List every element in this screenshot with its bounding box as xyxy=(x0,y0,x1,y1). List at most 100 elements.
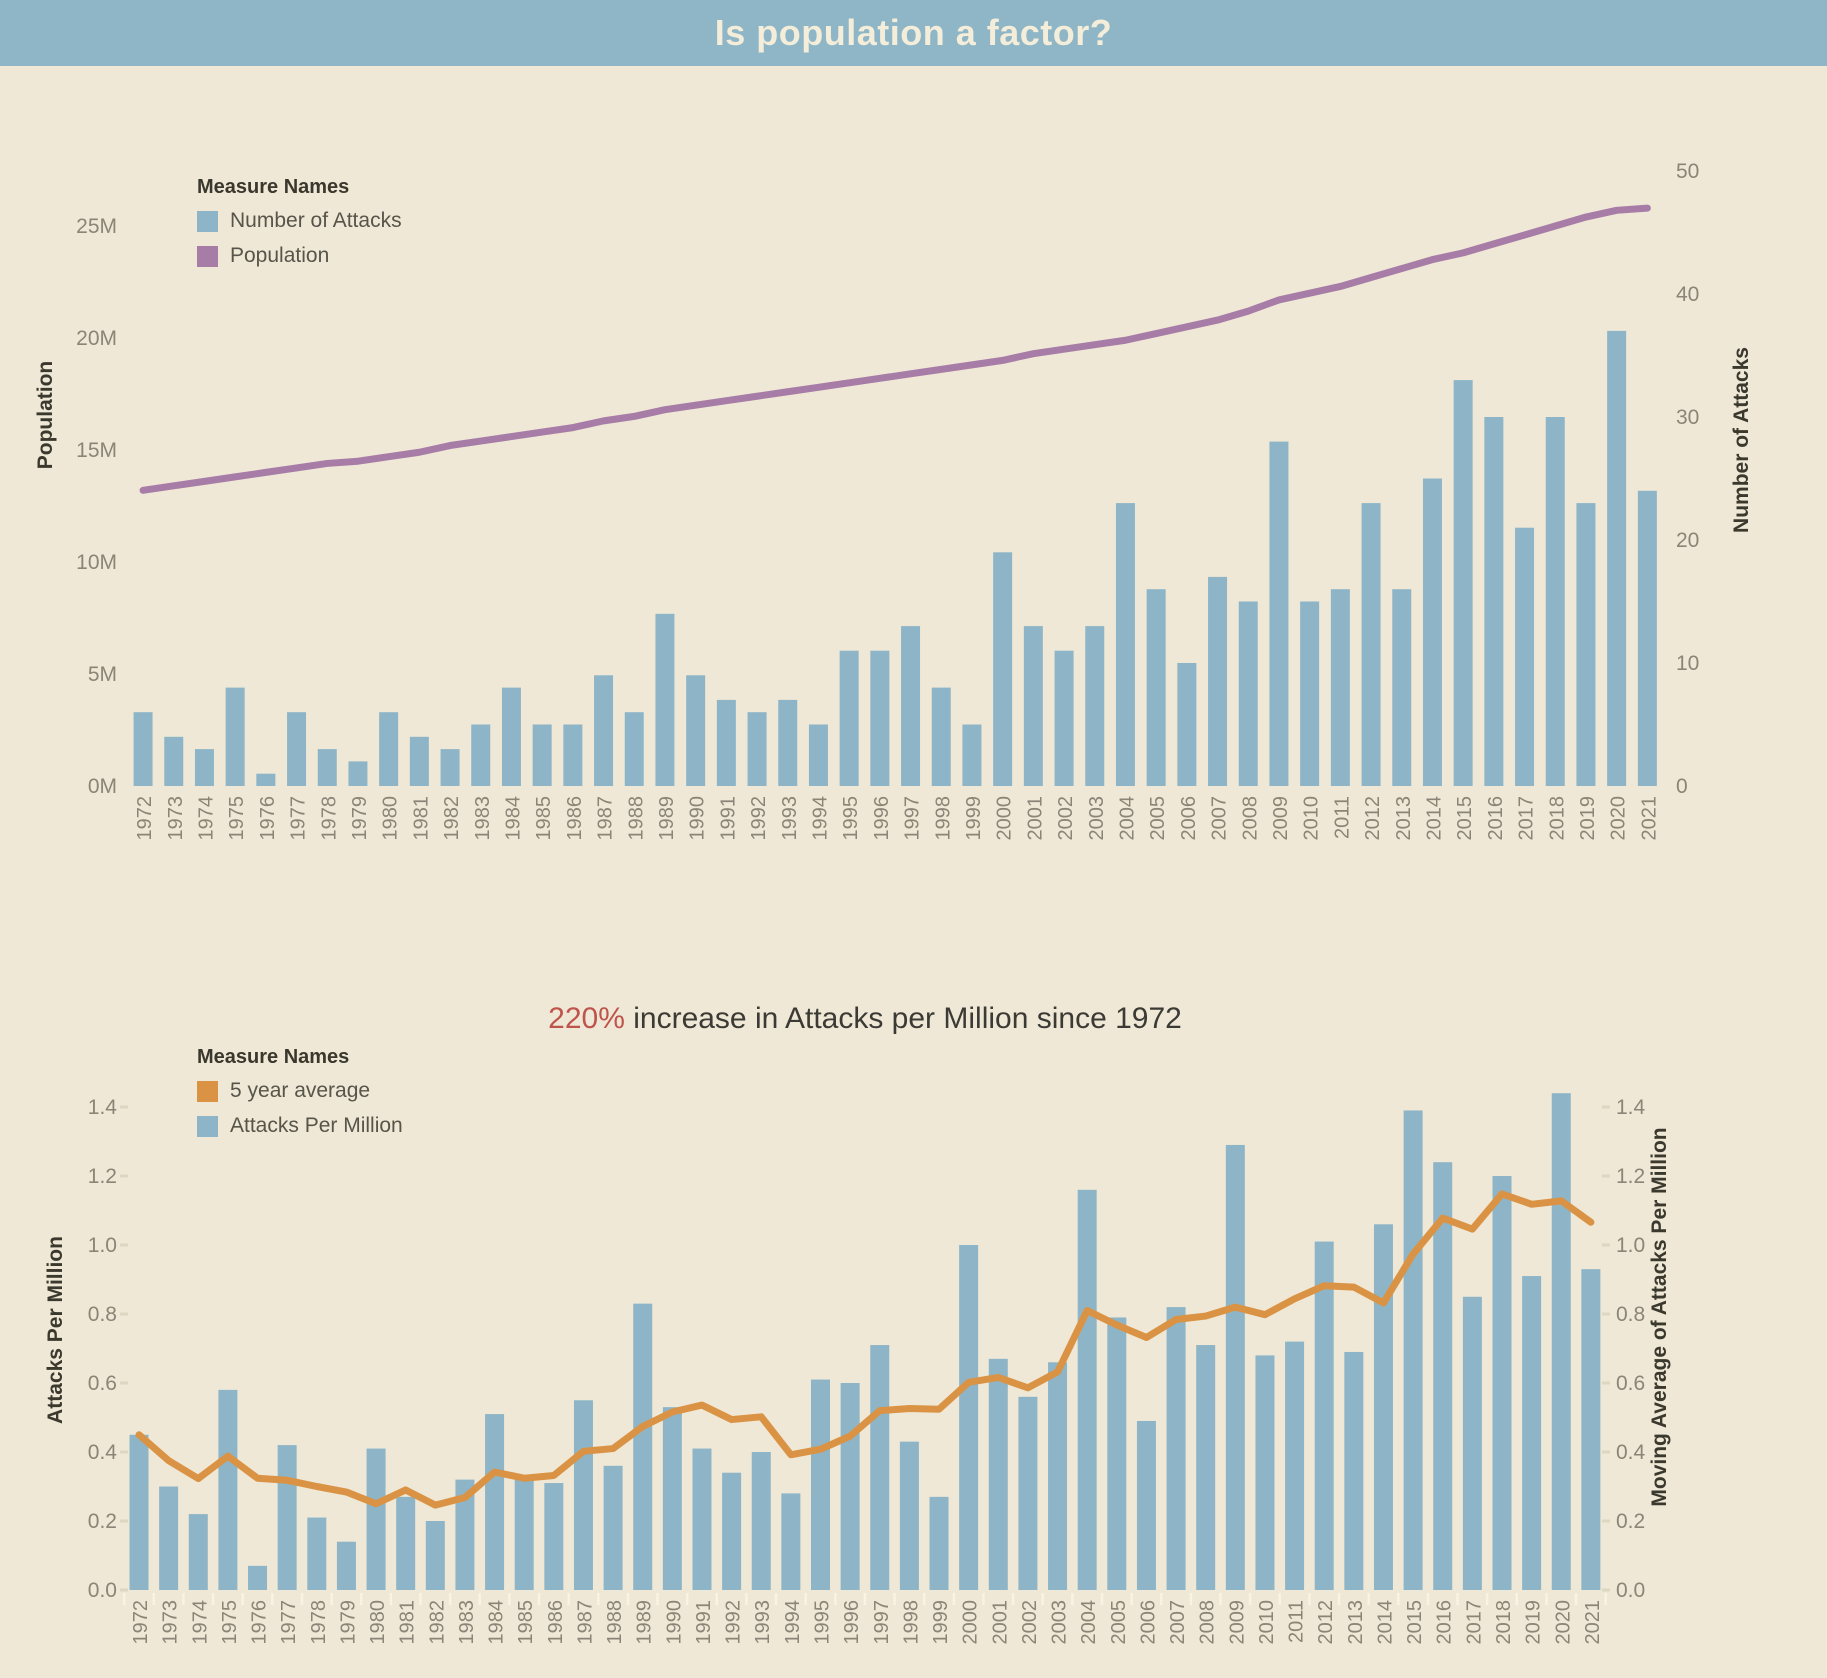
number-of-attacks-bar-1974[interactable] xyxy=(195,749,214,786)
attacks-per-million-bar-2006[interactable] xyxy=(1137,1421,1156,1590)
number-of-attacks-bar-1977[interactable] xyxy=(287,712,306,786)
number-of-attacks-bar-2010[interactable] xyxy=(1300,602,1319,787)
attacks-per-million-bar-1982[interactable] xyxy=(426,1521,445,1590)
legend-item-attacks-per-million[interactable]: Attacks Per Million xyxy=(197,1114,403,1138)
attacks-per-million-bar-1992[interactable] xyxy=(722,1473,741,1590)
number-of-attacks-bar-2017[interactable] xyxy=(1515,528,1534,786)
number-of-attacks-bar-2021[interactable] xyxy=(1638,491,1657,786)
attacks-per-million-bar-1995[interactable] xyxy=(811,1380,830,1590)
attacks-per-million-bar-2011[interactable] xyxy=(1285,1342,1304,1590)
attacks-per-million-bar-2020[interactable] xyxy=(1552,1093,1571,1590)
number-of-attacks-bar-1979[interactable] xyxy=(348,761,367,786)
number-of-attacks-bar-2008[interactable] xyxy=(1239,602,1258,787)
attacks-per-million-bar-1978[interactable] xyxy=(307,1518,326,1590)
attacks-per-million-bar-1981[interactable] xyxy=(396,1497,415,1590)
number-of-attacks-bar-1997[interactable] xyxy=(901,626,920,786)
attacks-per-million-bar-1980[interactable] xyxy=(367,1449,386,1590)
attacks-per-million-bar-1976[interactable] xyxy=(248,1566,267,1590)
number-of-attacks-bar-1973[interactable] xyxy=(164,737,183,786)
number-of-attacks-bar-2020[interactable] xyxy=(1607,331,1626,786)
number-of-attacks-bar-2007[interactable] xyxy=(1208,577,1227,786)
attacks-per-million-bar-1996[interactable] xyxy=(841,1383,860,1590)
attacks-per-million-bar-1990[interactable] xyxy=(663,1407,682,1590)
number-of-attacks-bar-1972[interactable] xyxy=(134,712,153,786)
attacks-per-million-bar-2003[interactable] xyxy=(1048,1362,1067,1590)
attacks-per-million-bar-2012[interactable] xyxy=(1315,1242,1334,1590)
attacks-per-million-bar-1986[interactable] xyxy=(544,1483,563,1590)
legend-item-number-of-attacks[interactable]: Number of Attacks xyxy=(197,209,402,233)
attacks-per-million-bar-2008[interactable] xyxy=(1196,1345,1215,1590)
attacks-per-million-bar-2015[interactable] xyxy=(1404,1110,1423,1590)
number-of-attacks-bar-1999[interactable] xyxy=(962,725,981,787)
number-of-attacks-bar-2006[interactable] xyxy=(1177,663,1196,786)
attacks-per-million-bar-1972[interactable] xyxy=(130,1435,149,1590)
attacks-per-million-bar-1987[interactable] xyxy=(574,1400,593,1590)
legend-item-5-year-average[interactable]: 5 year average xyxy=(197,1079,403,1103)
number-of-attacks-bar-1975[interactable] xyxy=(226,688,245,786)
number-of-attacks-bar-2014[interactable] xyxy=(1423,479,1442,787)
number-of-attacks-bar-1985[interactable] xyxy=(533,725,552,787)
number-of-attacks-bar-2016[interactable] xyxy=(1484,417,1503,786)
number-of-attacks-bar-1983[interactable] xyxy=(471,725,490,787)
attacks-per-million-bar-2009[interactable] xyxy=(1226,1145,1245,1590)
number-of-attacks-bar-2018[interactable] xyxy=(1546,417,1565,786)
number-of-attacks-bar-1986[interactable] xyxy=(563,725,582,787)
attacks-per-million-bar-2004[interactable] xyxy=(1078,1190,1097,1590)
number-of-attacks-bar-1992[interactable] xyxy=(748,712,767,786)
number-of-attacks-bar-1998[interactable] xyxy=(932,688,951,786)
attacks-per-million-bar-2014[interactable] xyxy=(1374,1224,1393,1590)
number-of-attacks-bar-1982[interactable] xyxy=(441,749,460,786)
number-of-attacks-bar-1990[interactable] xyxy=(686,675,705,786)
number-of-attacks-bar-1988[interactable] xyxy=(625,712,644,786)
attacks-per-million-bar-2018[interactable] xyxy=(1492,1176,1511,1590)
attacks-per-million-bar-2017[interactable] xyxy=(1463,1297,1482,1590)
moving-average-line[interactable] xyxy=(139,1194,1591,1505)
number-of-attacks-bar-1994[interactable] xyxy=(809,725,828,787)
number-of-attacks-bar-2015[interactable] xyxy=(1454,380,1473,786)
attacks-per-million-bar-1979[interactable] xyxy=(337,1542,356,1590)
number-of-attacks-bar-2019[interactable] xyxy=(1576,503,1595,786)
attacks-per-million-bar-1974[interactable] xyxy=(189,1514,208,1590)
number-of-attacks-bar-1991[interactable] xyxy=(717,700,736,786)
attacks-per-million-bar-1984[interactable] xyxy=(485,1414,504,1590)
number-of-attacks-bar-2004[interactable] xyxy=(1116,503,1135,786)
attacks-per-million-bar-1999[interactable] xyxy=(930,1497,949,1590)
attacks-per-million-bar-2019[interactable] xyxy=(1522,1276,1541,1590)
attacks-per-million-bar-1977[interactable] xyxy=(278,1445,297,1590)
number-of-attacks-bar-1976[interactable] xyxy=(256,774,275,786)
number-of-attacks-bar-1996[interactable] xyxy=(870,651,889,786)
number-of-attacks-bar-1980[interactable] xyxy=(379,712,398,786)
number-of-attacks-bar-2012[interactable] xyxy=(1362,503,1381,786)
number-of-attacks-bar-1981[interactable] xyxy=(410,737,429,786)
attacks-per-million-bar-2013[interactable] xyxy=(1344,1352,1363,1590)
attacks-per-million-bar-2021[interactable] xyxy=(1581,1269,1600,1590)
attacks-per-million-bar-1985[interactable] xyxy=(515,1480,534,1590)
number-of-attacks-bar-2000[interactable] xyxy=(993,552,1012,786)
attacks-per-million-bar-1997[interactable] xyxy=(870,1345,889,1590)
attacks-per-million-bar-2000[interactable] xyxy=(959,1245,978,1590)
number-of-attacks-bar-2003[interactable] xyxy=(1085,626,1104,786)
number-of-attacks-bar-1993[interactable] xyxy=(778,700,797,786)
attacks-per-million-bar-1993[interactable] xyxy=(752,1452,771,1590)
attacks-per-million-bar-1991[interactable] xyxy=(692,1449,711,1590)
number-of-attacks-bar-2001[interactable] xyxy=(1024,626,1043,786)
attacks-per-million-bar-1989[interactable] xyxy=(633,1304,652,1590)
attacks-per-million-bar-1973[interactable] xyxy=(159,1487,178,1591)
legend-item-population[interactable]: Population xyxy=(197,244,402,268)
attacks-per-million-bar-2005[interactable] xyxy=(1107,1317,1126,1590)
number-of-attacks-bar-1987[interactable] xyxy=(594,675,613,786)
attacks-per-million-bar-2007[interactable] xyxy=(1167,1307,1186,1590)
number-of-attacks-bar-2013[interactable] xyxy=(1392,589,1411,786)
attacks-per-million-bar-2010[interactable] xyxy=(1255,1355,1274,1590)
number-of-attacks-bar-2002[interactable] xyxy=(1055,651,1074,786)
number-of-attacks-bar-1989[interactable] xyxy=(655,614,674,786)
attacks-per-million-bar-2001[interactable] xyxy=(989,1359,1008,1590)
number-of-attacks-bar-2011[interactable] xyxy=(1331,589,1350,786)
number-of-attacks-bar-2005[interactable] xyxy=(1147,589,1166,786)
attacks-per-million-bar-1975[interactable] xyxy=(218,1390,237,1590)
number-of-attacks-bar-1995[interactable] xyxy=(840,651,859,786)
attacks-per-million-bar-2002[interactable] xyxy=(1018,1397,1037,1590)
number-of-attacks-bar-1984[interactable] xyxy=(502,688,521,786)
attacks-per-million-bar-1998[interactable] xyxy=(900,1442,919,1590)
attacks-per-million-bar-1994[interactable] xyxy=(781,1493,800,1590)
